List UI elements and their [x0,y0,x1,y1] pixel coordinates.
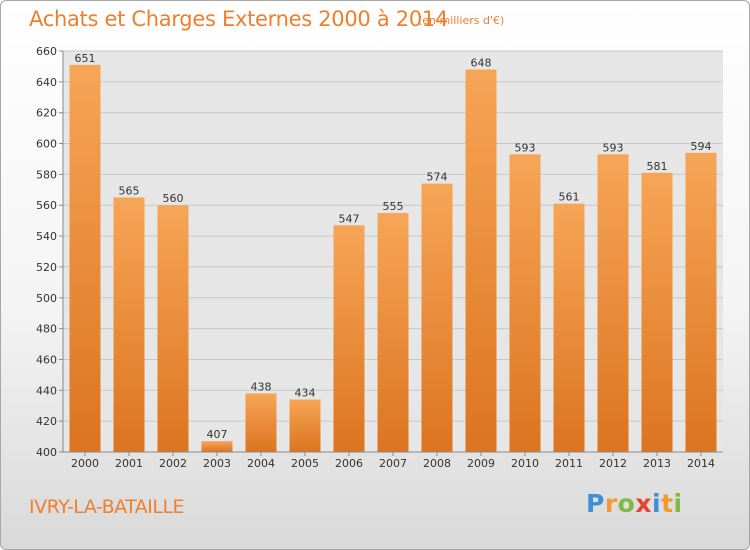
bar-2008 [421,183,453,452]
x-tick-label: 2005 [291,457,319,470]
bar-value-label: 434 [295,387,316,400]
bar-value-label: 593 [515,141,536,154]
y-tick-label: 500 [36,292,57,305]
x-tick-label: 2003 [203,457,231,470]
logo-letter: r [604,489,618,518]
logo-letter: i [673,489,683,518]
bar-2004 [245,393,277,452]
bar-2001 [113,197,145,452]
y-tick-label: 400 [36,446,57,459]
x-tick-label: 2007 [379,457,407,470]
bar-2005 [289,399,321,452]
y-tick-label: 660 [36,45,57,58]
bars: 651 565 560 407 438 434 547 555 574 648 593 561 593 5… [69,52,717,453]
x-tick-label: 2000 [71,457,99,470]
y-tick-label: 560 [36,199,57,212]
y-tick-label: 520 [36,261,57,274]
bar-2009 [465,69,497,452]
logo-letter: i [652,489,662,518]
x-tick-label: 2013 [643,457,671,470]
bar-value-label: 407 [207,428,228,441]
logo-letter: P [586,489,605,518]
bar-value-label: 560 [163,192,184,205]
x-tick-label: 2008 [423,457,451,470]
chart-subtitle: (en milliers d'€) [418,14,505,27]
y-tick-label: 580 [36,168,57,181]
x-tick-label: 2001 [115,457,143,470]
y-tick-label: 440 [36,384,57,397]
bar-value-label: 594 [691,140,712,153]
proxiti-logo: Proxiti [586,489,683,518]
x-tick-label: 2010 [511,457,539,470]
x-tick-label: 2012 [599,457,627,470]
bar-2000 [69,64,101,452]
bar-value-label: 581 [647,160,668,173]
y-tick-label: 600 [36,138,57,151]
bar-2003 [201,441,233,452]
bar-value-label: 651 [75,52,96,65]
y-tick-label: 480 [36,323,57,336]
y-tick-label: 620 [36,107,57,120]
bar-2011 [553,203,585,452]
bar-value-label: 574 [427,171,448,184]
x-tick-label: 2006 [335,457,363,470]
bar-value-label: 555 [383,200,404,213]
y-tick-label: 460 [36,353,57,366]
y-tick-label: 540 [36,230,57,243]
x-tick-label: 2004 [247,457,275,470]
bar-2006 [333,225,365,452]
x-tick-label: 2011 [555,457,583,470]
bar-value-label: 547 [339,212,360,225]
bar-value-label: 565 [119,185,140,198]
bar-2002 [157,205,189,452]
commune-name: IVRY-LA-BATAILLE [29,496,185,518]
logo-letter: o [617,489,636,518]
bar-2013 [641,172,673,453]
y-axis: 400 420 440 460 480 500 520 540 560 580 600 620 640 6… [36,45,64,459]
y-tick-label: 420 [36,415,57,428]
x-tick-label: 2009 [467,457,495,470]
bar-2012 [597,154,629,453]
bar-2014 [685,152,717,453]
x-axis: 2000 2001 2002 2003 2004 2005 2006 2007 2008 2009… [63,451,723,470]
chart-title: Achats et Charges Externes 2000 à 2014 [29,7,449,31]
bar-2010 [509,154,541,453]
x-tick-label: 2002 [159,457,187,470]
logo-letter: t [661,489,674,518]
y-tick-label: 640 [36,76,57,89]
logo-letter: x [635,489,652,518]
bar-value-label: 438 [251,380,272,393]
bar-2007 [377,212,409,452]
bar-value-label: 593 [603,141,624,154]
bar-value-label: 561 [559,191,580,204]
x-tick-label: 2014 [687,457,715,470]
bar-value-label: 648 [471,57,492,70]
